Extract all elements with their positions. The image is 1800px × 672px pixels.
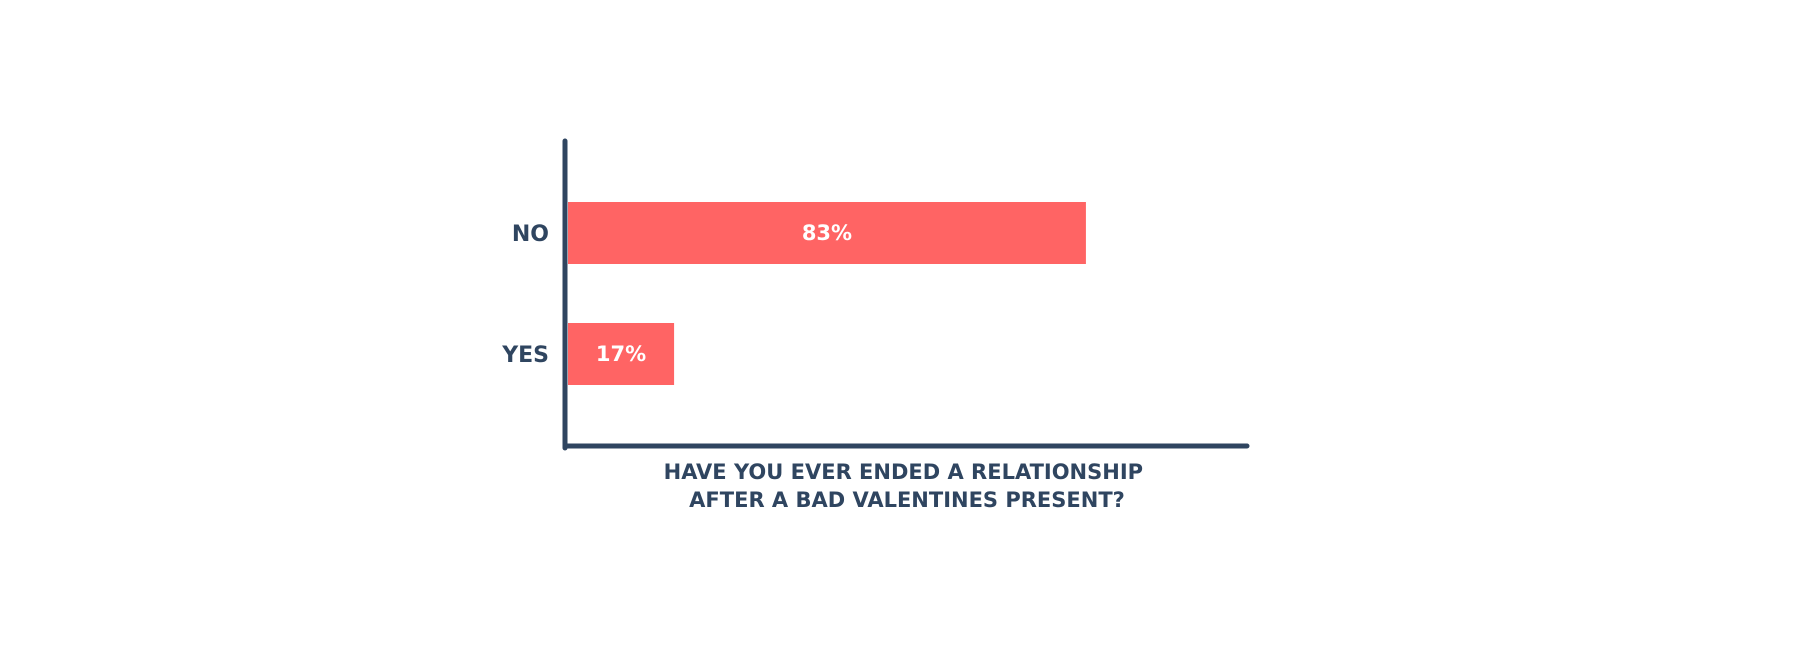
bars-group xyxy=(568,202,1086,385)
value-labels-group: 83% 17% xyxy=(596,221,852,366)
category-label-yes: YES xyxy=(501,343,549,368)
bar-yes xyxy=(568,323,675,385)
x-axis-title: HAVE YOU EVER ENDED A RELATIONSHIP AFTER… xyxy=(664,460,1151,512)
value-label-no: 83% xyxy=(802,221,852,245)
x-axis-title-line-1: HAVE YOU EVER ENDED A RELATIONSHIP xyxy=(664,460,1143,484)
category-label-no: NO xyxy=(512,222,549,247)
value-label-yes: 17% xyxy=(596,342,646,366)
category-labels-group: NO YES xyxy=(501,222,549,368)
x-axis-title-line-2: AFTER A BAD VALENTINES PRESENT? xyxy=(689,488,1125,512)
bar-no xyxy=(568,202,1086,264)
